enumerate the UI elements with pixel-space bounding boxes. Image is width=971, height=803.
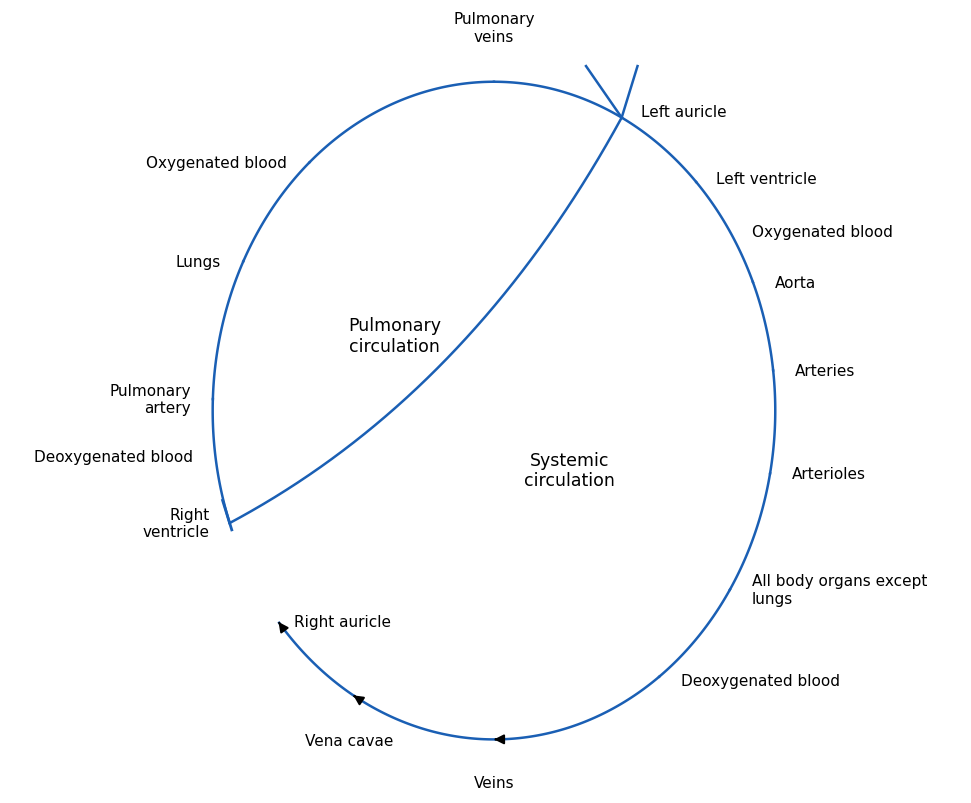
Text: Arterioles: Arterioles bbox=[792, 467, 866, 481]
Text: Right auricle: Right auricle bbox=[294, 614, 391, 630]
Text: Arteries: Arteries bbox=[795, 364, 855, 378]
Text: Systemic
circulation: Systemic circulation bbox=[523, 451, 615, 490]
Text: Left ventricle: Left ventricle bbox=[717, 172, 817, 186]
Text: Pulmonary
artery: Pulmonary artery bbox=[109, 383, 190, 416]
Text: Lungs: Lungs bbox=[176, 255, 221, 270]
Text: All body organs except
lungs: All body organs except lungs bbox=[753, 574, 927, 606]
Text: Deoxygenated blood: Deoxygenated blood bbox=[682, 673, 841, 688]
Text: Pulmonary
veins: Pulmonary veins bbox=[453, 12, 535, 45]
Text: Oxygenated blood: Oxygenated blood bbox=[147, 156, 287, 171]
Text: Right
ventricle: Right ventricle bbox=[143, 507, 210, 540]
Text: Deoxygenated blood: Deoxygenated blood bbox=[34, 450, 193, 464]
Text: Veins: Veins bbox=[474, 775, 515, 790]
Text: Left auricle: Left auricle bbox=[642, 104, 727, 120]
Text: Vena cavae: Vena cavae bbox=[305, 733, 393, 748]
Text: Aorta: Aorta bbox=[775, 275, 817, 290]
Text: Oxygenated blood: Oxygenated blood bbox=[753, 225, 893, 239]
Text: Pulmonary
circulation: Pulmonary circulation bbox=[349, 316, 442, 355]
